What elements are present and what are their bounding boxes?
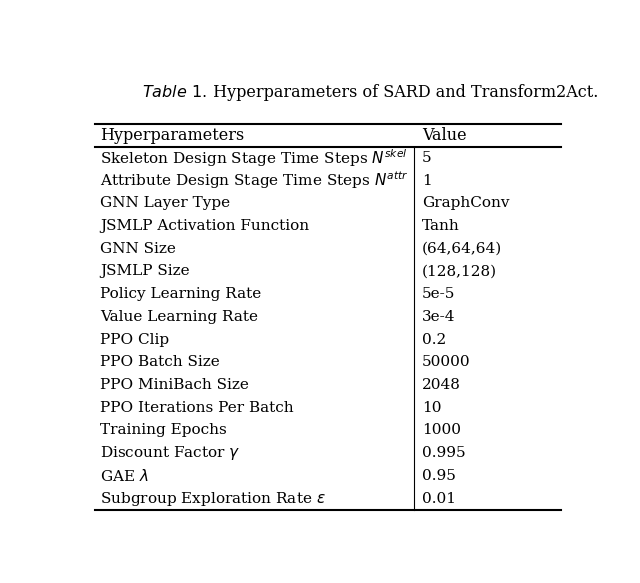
Text: Training Epochs: Training Epochs	[100, 423, 227, 437]
Text: $\it{Table\ 1.}$: $\it{Table\ 1.}$	[141, 85, 207, 101]
Text: GNN Layer Type: GNN Layer Type	[100, 196, 230, 210]
Text: 0.01: 0.01	[422, 491, 456, 505]
Text: Skeleton Design Stage Time Steps $N^{skel}$: Skeleton Design Stage Time Steps $N^{ske…	[100, 147, 407, 168]
Text: 2048: 2048	[422, 378, 461, 392]
Text: JSMLP Size: JSMLP Size	[100, 265, 189, 279]
Text: 5e-5: 5e-5	[422, 287, 455, 301]
Text: 0.95: 0.95	[422, 469, 456, 483]
Text: Value: Value	[422, 127, 467, 143]
Text: PPO Iterations Per Batch: PPO Iterations Per Batch	[100, 401, 294, 415]
Text: Policy Learning Rate: Policy Learning Rate	[100, 287, 261, 301]
Text: 3e-4: 3e-4	[422, 310, 455, 324]
Text: Attribute Design Stage Time Steps $N^{attr}$: Attribute Design Stage Time Steps $N^{at…	[100, 170, 408, 191]
Text: GNN Size: GNN Size	[100, 242, 176, 256]
Text: GAE $\lambda$: GAE $\lambda$	[100, 468, 148, 484]
Text: 0.2: 0.2	[422, 332, 446, 346]
Text: (128,128): (128,128)	[422, 265, 497, 279]
Text: 0.995: 0.995	[422, 446, 465, 460]
Text: Discount Factor $\gamma$: Discount Factor $\gamma$	[100, 444, 241, 462]
Text: PPO Clip: PPO Clip	[100, 332, 169, 346]
Text: (64,64,64): (64,64,64)	[422, 242, 502, 256]
Text: GraphConv: GraphConv	[422, 196, 509, 210]
Text: 1: 1	[422, 174, 431, 188]
Text: Hyperparameters: Hyperparameters	[100, 127, 244, 143]
Text: PPO MiniBach Size: PPO MiniBach Size	[100, 378, 249, 392]
Text: 1000: 1000	[422, 423, 461, 437]
Text: JSMLP Activation Function: JSMLP Activation Function	[100, 219, 309, 233]
Text: Value Learning Rate: Value Learning Rate	[100, 310, 258, 324]
Text: Subgroup Exploration Rate $\epsilon$: Subgroup Exploration Rate $\epsilon$	[100, 490, 326, 508]
Text: 10: 10	[422, 401, 441, 415]
Text: 50000: 50000	[422, 355, 470, 369]
Text: 5: 5	[422, 151, 431, 165]
Text: Hyperparameters of SARD and Transform2Act.: Hyperparameters of SARD and Transform2Ac…	[208, 85, 598, 101]
Text: PPO Batch Size: PPO Batch Size	[100, 355, 220, 369]
Text: Tanh: Tanh	[422, 219, 460, 233]
